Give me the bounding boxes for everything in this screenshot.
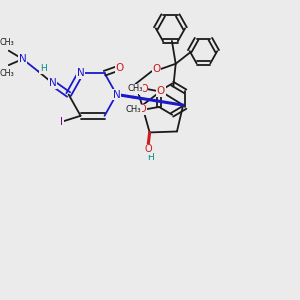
Text: O: O — [140, 84, 148, 94]
Text: N: N — [112, 89, 120, 100]
Text: CH₃: CH₃ — [126, 105, 141, 114]
Text: O: O — [145, 144, 152, 154]
Text: N: N — [77, 68, 85, 78]
Text: CH₃: CH₃ — [0, 69, 15, 78]
Text: H: H — [147, 153, 154, 162]
Text: O: O — [139, 104, 146, 114]
Text: O: O — [116, 63, 124, 73]
Text: CH₃: CH₃ — [127, 85, 143, 94]
Text: CH₃: CH₃ — [0, 38, 15, 47]
Text: O: O — [152, 64, 160, 74]
Text: H: H — [40, 64, 46, 73]
Text: I: I — [60, 117, 63, 127]
Text: O: O — [157, 86, 165, 96]
Text: N: N — [49, 78, 56, 88]
Text: N: N — [19, 54, 27, 64]
